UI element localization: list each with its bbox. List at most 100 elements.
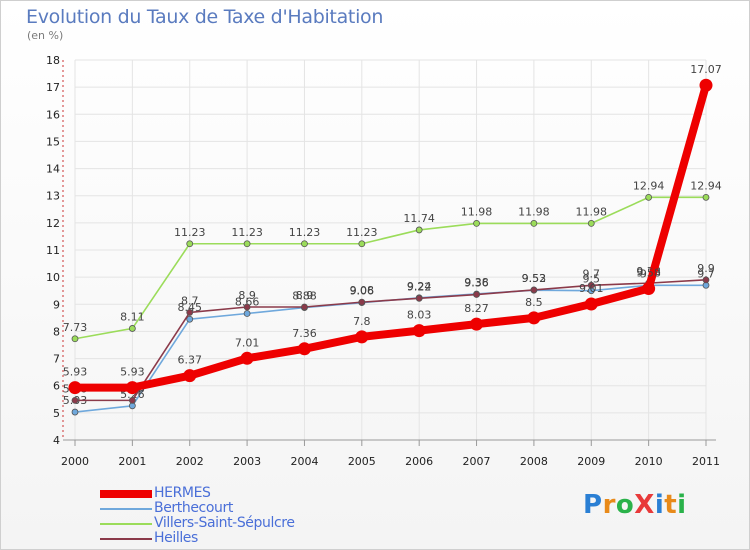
data-point-heilles	[186, 309, 194, 316]
data-point-heilles	[71, 396, 79, 404]
data-point-hermes	[68, 381, 82, 395]
legend-swatch-villers	[100, 523, 152, 525]
x-tick-label: 2002	[176, 455, 204, 468]
series-line-villers-saint-s-pulcre	[74, 196, 706, 340]
y-tick-label: 5	[53, 407, 60, 420]
y-tick-label: 8	[53, 325, 60, 338]
data-point-villers-saint-s-pulcre	[645, 193, 653, 201]
data-label-heilles: 8.9	[238, 289, 256, 302]
proxiti-logo: ProXiti	[583, 490, 687, 520]
y-tick-label: 14	[46, 163, 60, 176]
data-label-hermes: 8.03	[407, 309, 432, 322]
x-tick-label: 2010	[635, 455, 663, 468]
chart-subtitle: (en %)	[27, 29, 64, 42]
data-point-hermes	[297, 342, 311, 356]
data-label-villers-saint-s-pulcre: 11.23	[231, 226, 263, 239]
x-tick-label: 2001	[118, 455, 146, 468]
data-label-villers-saint-s-pulcre: 11.23	[174, 226, 206, 239]
data-label-heilles: 9.08	[350, 284, 375, 297]
logo-letter: t	[664, 490, 678, 520]
logo-letter: X	[634, 490, 655, 520]
data-point-villers-saint-s-pulcre	[473, 219, 480, 227]
y-tick-label: 9	[53, 298, 60, 311]
data-point-heilles	[358, 298, 366, 306]
data-point-berthecourt	[243, 310, 251, 317]
data-point-villers-saint-s-pulcre	[358, 240, 366, 248]
data-label-heilles: 9.9	[697, 262, 715, 275]
data-label-berthecourt: 8.88	[292, 290, 317, 303]
data-point-heilles	[243, 303, 251, 311]
data-label-villers-saint-s-pulcre: 11.23	[346, 226, 378, 239]
data-label-berthecourt: 9.06	[350, 285, 375, 298]
data-point-hermes	[527, 311, 541, 325]
data-point-hermes	[470, 317, 484, 331]
logo-letter: i	[654, 490, 665, 520]
data-label-villers-saint-s-pulcre: 7.73	[63, 321, 88, 334]
legend-label-villers: Villers-Saint-Sépulcre	[154, 515, 295, 531]
x-tick-label: 2003	[233, 455, 261, 468]
y-tick-label: 4	[53, 434, 60, 447]
logo-letter: r	[602, 490, 616, 520]
data-label-hermes: 6.37	[177, 354, 202, 367]
data-point-heilles	[530, 286, 538, 294]
data-point-heilles	[587, 281, 595, 289]
legend-label-heilles: Heilles	[154, 530, 198, 546]
data-label-hermes: 9.01	[579, 282, 604, 295]
data-point-villers-saint-s-pulcre	[587, 219, 595, 227]
data-label-berthecourt: 9.5	[583, 273, 601, 286]
data-point-heilles	[415, 294, 423, 302]
data-point-villers-saint-s-pulcre	[702, 193, 710, 201]
x-tick-label: 2004	[290, 455, 318, 468]
legend-label-hermes: HERMES	[154, 485, 211, 501]
data-point-heilles	[702, 276, 710, 284]
series-line-heilles	[75, 279, 707, 402]
legend-label-berthecourt: Berthecourt	[154, 500, 233, 516]
x-tick-label: 2007	[463, 455, 491, 468]
data-point-berthecourt	[186, 315, 194, 323]
data-label-villers-saint-s-pulcre: 12.94	[690, 179, 722, 192]
data-point-villers-saint-s-pulcre	[128, 325, 136, 332]
legend-swatch-hermes	[100, 490, 152, 498]
logo-letter: P	[583, 490, 603, 520]
data-label-hermes: 7.36	[292, 327, 317, 340]
data-point-hermes	[699, 78, 713, 92]
data-label-hermes: 9.58	[636, 267, 661, 280]
data-point-heilles	[128, 396, 136, 404]
data-label-berthecourt: 9.38	[464, 276, 489, 289]
series-line-hermes	[75, 84, 710, 392]
data-label-villers-saint-s-pulcre: 11.74	[403, 212, 435, 225]
data-point-hermes	[642, 282, 656, 296]
data-label-villers-saint-s-pulcre: 12.94	[633, 179, 665, 192]
legend-swatch-heilles	[100, 538, 152, 540]
data-label-hermes: 7.01	[235, 336, 260, 349]
data-point-hermes	[412, 324, 426, 338]
x-tick-label: 2011	[692, 455, 720, 468]
data-label-berthecourt: 9.24	[407, 280, 432, 293]
data-label-heilles: 9.22	[407, 280, 432, 293]
y-tick-label: 7	[53, 353, 60, 366]
data-point-heilles	[473, 291, 480, 298]
data-point-berthecourt	[71, 408, 79, 416]
data-label-berthecourt: 9.52	[522, 272, 547, 285]
data-point-hermes	[584, 297, 598, 311]
chart-title: Evolution du Taux de Taxe d'Habitation	[26, 6, 384, 28]
data-point-heilles	[301, 303, 308, 311]
data-label-villers-saint-s-pulcre: 8.11	[120, 310, 145, 323]
y-tick-label: 18	[46, 54, 60, 67]
data-label-heilles: 9.7	[583, 267, 601, 280]
data-point-villers-saint-s-pulcre	[186, 240, 194, 248]
data-label-hermes: 17.07	[690, 63, 722, 76]
logo-letter: o	[615, 490, 635, 520]
y-tick-label: 11	[46, 244, 60, 257]
data-label-hermes: 5.93	[120, 366, 145, 379]
data-point-villers-saint-s-pulcre	[243, 240, 251, 248]
data-label-berthecourt: 9.7	[697, 267, 715, 280]
x-tick-label: 2000	[61, 455, 89, 468]
data-label-heilles: 9.53	[522, 272, 547, 285]
data-point-villers-saint-s-pulcre	[415, 226, 423, 234]
data-point-hermes	[183, 369, 197, 383]
y-tick-label: 12	[46, 217, 60, 230]
x-tick-label: 2008	[520, 455, 548, 468]
legend-swatch-berthecourt	[100, 508, 152, 510]
data-label-hermes: 8.27	[464, 302, 489, 315]
